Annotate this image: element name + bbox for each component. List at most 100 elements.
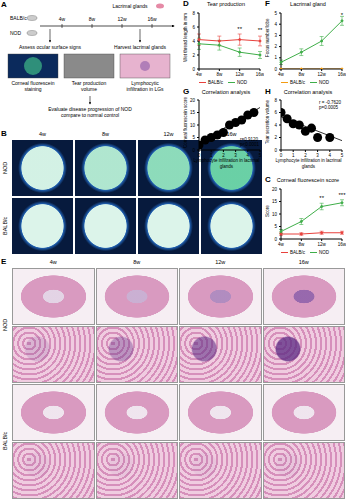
svg-text:0: 0 (274, 237, 277, 242)
svg-text:8w: 8w (298, 242, 305, 247)
html-text:B: B (1, 129, 7, 138)
svg-text:20: 20 (272, 187, 278, 192)
html-text:8w: 8w (102, 131, 109, 137)
html-text:4w: 4w (39, 131, 46, 137)
svg-text:Corneal fluorescein: Corneal fluorescein (11, 80, 55, 86)
svg-text:0: 0 (274, 67, 277, 72)
svg-text:5: 5 (274, 11, 277, 16)
html-text:Tear production: Tear production (207, 1, 245, 7)
svg-text:4w: 4w (278, 242, 285, 247)
svg-text:0: 0 (192, 148, 195, 153)
html-text:BALB/c: BALB/c (290, 79, 305, 85)
html-text:BALB/c: BALB/c (208, 79, 223, 85)
svg-text:4w: 4w (196, 72, 203, 77)
svg-text:20: 20 (190, 98, 196, 103)
html-text:Lacrimal gland: Lacrimal gland (290, 1, 326, 7)
svg-text:0: 0 (280, 153, 283, 158)
svg-text:12w: 12w (236, 72, 245, 77)
svg-text:compare to normal control: compare to normal control (61, 112, 119, 118)
svg-text:6: 6 (274, 110, 277, 115)
svg-text:10: 10 (190, 123, 196, 128)
svg-text:2: 2 (274, 135, 277, 140)
svg-text:12w: 12w (318, 72, 327, 77)
svg-text:4: 4 (329, 153, 332, 158)
svg-text:NOD: NOD (10, 30, 22, 36)
svg-text:1: 1 (274, 55, 277, 60)
svg-text:0: 0 (198, 153, 201, 158)
svg-text:8w: 8w (216, 72, 223, 77)
html-text:NOD: NOD (319, 249, 329, 255)
html-text:Corneal fluorescein score: Corneal fluorescein score (276, 177, 340, 183)
html-text:8w: 8w (133, 259, 141, 265)
svg-text:4: 4 (274, 123, 277, 128)
svg-text:BALB/c: BALB/c (10, 15, 27, 21)
svg-text:3: 3 (234, 153, 237, 158)
html-text:16w: 16w (298, 259, 309, 265)
svg-text:infiltration in LGs: infiltration in LGs (126, 86, 164, 92)
svg-text:4w: 4w (278, 72, 285, 77)
svg-text:2: 2 (192, 53, 195, 58)
svg-text:5: 5 (192, 135, 195, 140)
svg-text:10: 10 (272, 212, 278, 217)
html-text:Correlation analysis: Correlation analysis (201, 89, 251, 95)
svg-text:5: 5 (259, 153, 262, 158)
svg-text:2: 2 (304, 153, 307, 158)
svg-text:Assess ocular surface signs: Assess ocular surface signs (19, 44, 81, 50)
html-text:BALB/c: BALB/c (2, 431, 8, 451)
svg-text:8: 8 (192, 11, 195, 16)
svg-text:16w: 16w (147, 16, 157, 22)
html-text:NOD: NOD (2, 161, 8, 175)
svg-text:0: 0 (192, 67, 195, 72)
svg-text:Evaluate disease progression o: Evaluate disease progression of NOD (48, 106, 132, 112)
svg-text:**: ** (319, 195, 324, 201)
svg-text:8: 8 (274, 98, 277, 103)
svg-text:8w: 8w (298, 72, 305, 77)
svg-text:2: 2 (222, 153, 225, 158)
html-text:E: E (1, 257, 7, 266)
svg-text:Harvest lacrimal glands: Harvest lacrimal glands (114, 44, 166, 50)
svg-text:12w: 12w (318, 242, 327, 247)
html-text:NOD: NOD (319, 79, 329, 85)
svg-text:5: 5 (274, 224, 277, 229)
svg-text:3: 3 (316, 153, 319, 158)
html-text:12w: 12w (215, 259, 226, 265)
html-text:Correlation analysis: Correlation analysis (283, 89, 333, 95)
svg-text:4w: 4w (59, 16, 66, 22)
svg-text:staining: staining (24, 86, 41, 92)
svg-text:volume: volume (81, 86, 97, 92)
html-text:Lymphocyte infiltration in lac: Lymphocyte infiltration in lacrimal glan… (193, 158, 260, 169)
svg-text:**: ** (258, 27, 263, 33)
svg-text:0: 0 (274, 148, 277, 153)
svg-text:4: 4 (192, 39, 195, 44)
svg-text:3: 3 (274, 33, 277, 38)
svg-text:12w: 12w (117, 16, 127, 22)
svg-text:15: 15 (272, 199, 278, 204)
html-text:NOD: NOD (2, 318, 8, 332)
html-text:G: G (183, 87, 190, 96)
svg-text:1: 1 (210, 153, 213, 158)
svg-text:6: 6 (192, 25, 195, 30)
svg-text:2: 2 (274, 44, 277, 49)
html-text:Lymphocyte infiltration in lac: Lymphocyte infiltration in lacrimal glan… (275, 158, 342, 169)
html-text:4w: 4w (49, 259, 57, 265)
html-text:C: C (265, 175, 271, 184)
svg-text:4: 4 (274, 22, 277, 27)
svg-text:1: 1 (292, 153, 295, 158)
svg-text:Lymphocytic: Lymphocytic (131, 80, 159, 86)
svg-text:4: 4 (247, 153, 250, 158)
html-text:16w: 16w (226, 131, 237, 137)
html-text:12w: 12w (163, 131, 174, 137)
svg-text:**: ** (237, 26, 242, 32)
svg-text:Tear production: Tear production (71, 80, 107, 86)
svg-text:16w: 16w (338, 242, 339, 247)
html-text:D: D (183, 0, 189, 8)
svg-text:Lacrimal glands: Lacrimal glands (112, 3, 148, 9)
svg-text:16w: 16w (338, 72, 339, 77)
html-text:BALB/c: BALB/c (290, 249, 305, 255)
svg-text:16w: 16w (256, 72, 264, 77)
svg-text:8w: 8w (89, 16, 96, 22)
html-text:BALB/c: BALB/c (2, 216, 8, 236)
svg-text:15: 15 (190, 110, 196, 115)
html-text:H: H (265, 87, 271, 96)
html-text:NOD: NOD (237, 79, 247, 85)
